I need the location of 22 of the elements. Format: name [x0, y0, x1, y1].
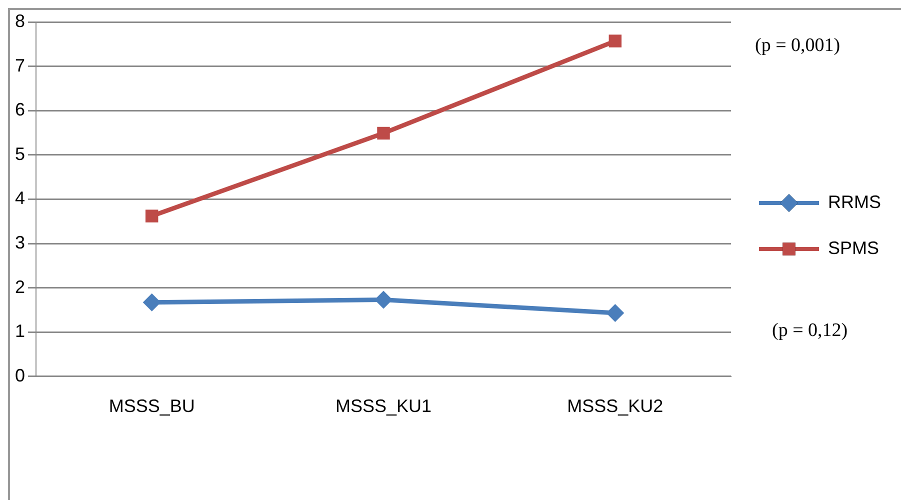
text: (p = 0,001): [755, 35, 840, 57]
legend-label: SPMS: [828, 238, 880, 258]
point: [608, 34, 622, 48]
point: [374, 290, 393, 309]
point: [142, 293, 161, 312]
x-tick-label: MSSS_KU2: [567, 396, 664, 416]
y-tick-label: 0: [14, 365, 26, 386]
y-tick-label: 2: [14, 276, 26, 297]
point: [377, 126, 390, 140]
y-tick-label: 4: [14, 188, 26, 208]
x-tick-label: MSSS_BU: [108, 396, 195, 416]
legend-label: RRMS: [828, 192, 881, 212]
y-tick-label: 8: [14, 10, 26, 31]
y-tick-label: 3: [14, 232, 26, 252]
y-tick-label: 6: [14, 100, 26, 120]
point: [606, 304, 624, 322]
y-tick-label: 1: [14, 321, 26, 342]
text: (p = 0,12): [772, 320, 848, 342]
y-tick-label: 5: [14, 144, 26, 164]
x-tick-label: MSSS_KU1: [335, 396, 432, 416]
point: [145, 210, 158, 222]
y-tick-label: 7: [14, 55, 26, 76]
